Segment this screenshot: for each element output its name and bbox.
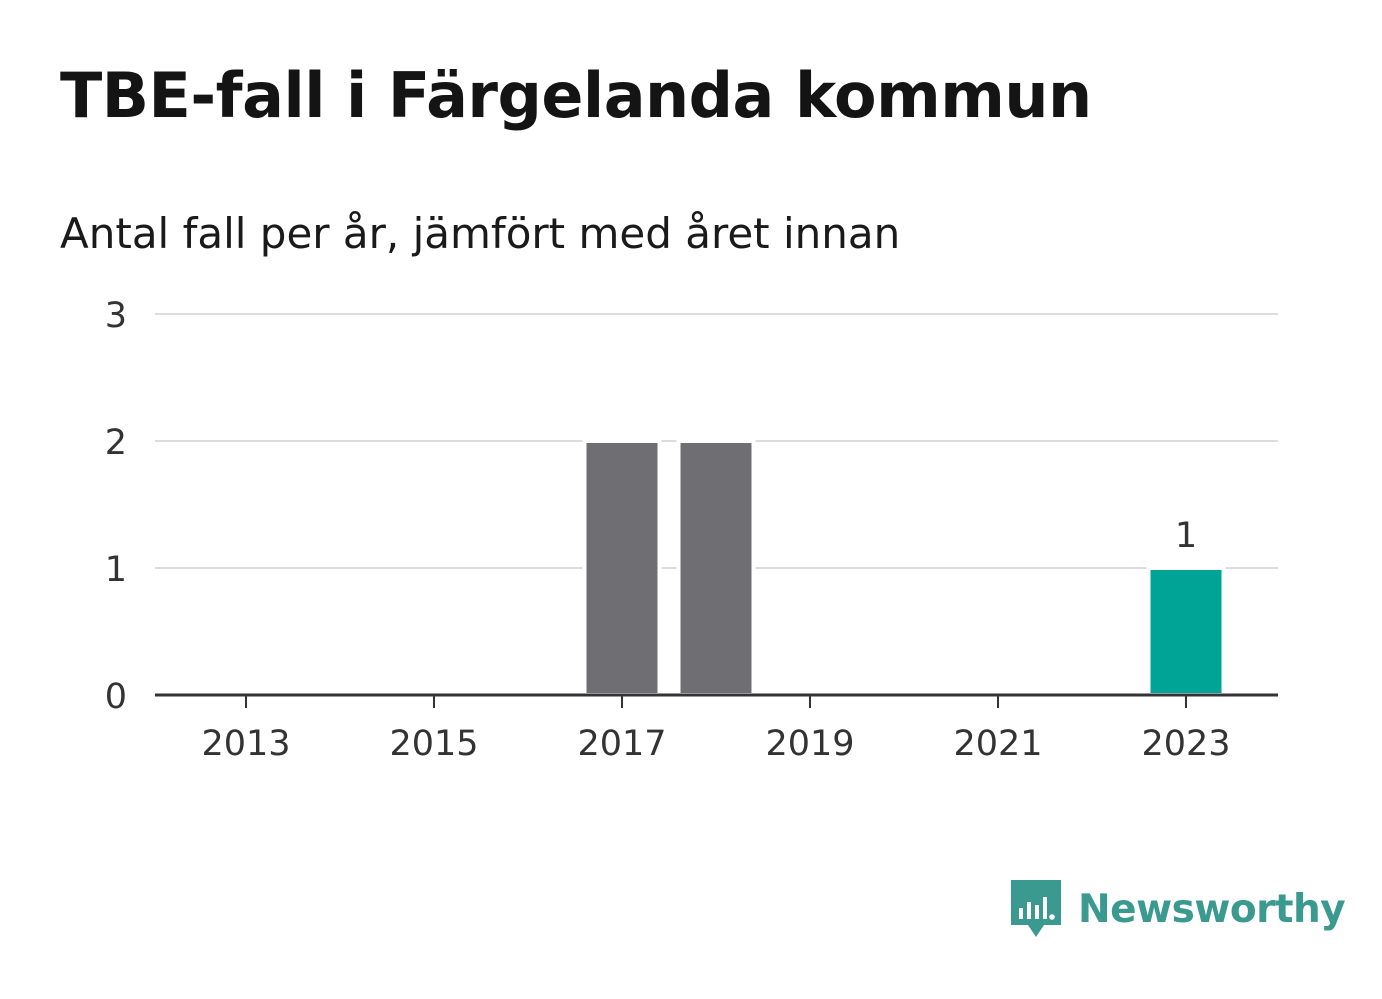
bar — [1146, 566, 1226, 697]
x-tick-label: 2015 — [389, 724, 478, 764]
chart-subtitle: Antal fall per år, jämfört med året inna… — [60, 209, 901, 258]
y-tick-label: 2 — [105, 423, 127, 463]
x-tick-label: 2017 — [577, 724, 666, 764]
bar — [676, 439, 756, 697]
x-tick-label: 2019 — [765, 724, 854, 764]
y-tick-label: 0 — [105, 677, 127, 717]
newsworthy-logo: Newsworthy — [1011, 880, 1346, 938]
bar-chart-speech-bubble-icon — [1011, 880, 1061, 937]
chart-title: TBE-fall i Färgelanda kommun — [60, 59, 1092, 132]
logo-bar-3 — [1035, 905, 1039, 919]
logo-bar-1 — [1019, 908, 1023, 919]
logo-bar-4 — [1043, 897, 1047, 919]
data-label: 1 — [1175, 516, 1197, 556]
bar-chart: 0 1 2 3 2013 2015 2017 2019 2021 2023 1 — [105, 296, 1278, 764]
logo-bar-2 — [1027, 902, 1031, 919]
y-tick-label: 3 — [105, 296, 127, 336]
brand-name: Newsworthy — [1078, 886, 1346, 932]
x-tick-label: 2021 — [953, 724, 1042, 764]
x-tick-label: 2013 — [201, 724, 290, 764]
x-tick-label: 2023 — [1141, 724, 1230, 764]
logo-dot — [1049, 914, 1055, 920]
y-tick-label: 1 — [105, 550, 127, 590]
bar — [582, 439, 662, 697]
